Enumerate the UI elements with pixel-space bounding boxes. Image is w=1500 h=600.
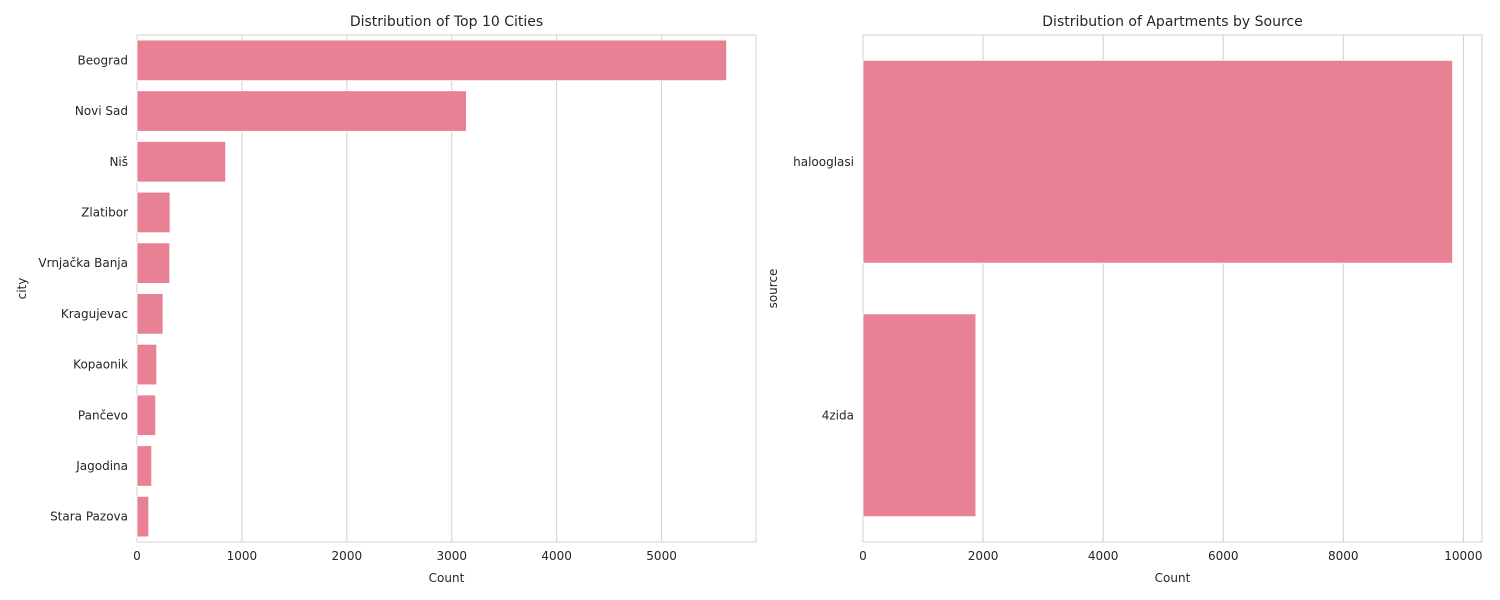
chart-top-cities: Beograd Novi Sad Niš Zlatibor Vrnjačka Banja… — [15, 14, 757, 585]
chart-by-source: halooglasi 4zida 0 2000 4000 6000 8000 10000 D… — [766, 14, 1483, 585]
x-axis-label: Count — [429, 571, 465, 585]
x-axis-label: Count — [1155, 571, 1191, 585]
x-tick-label: 6000 — [1208, 549, 1239, 563]
y-tick-labels: halooglasi 4zida — [793, 155, 854, 423]
bar-halooglasi — [862, 59, 1453, 264]
x-tick-labels: 0 2000 4000 6000 8000 10000 — [859, 549, 1482, 563]
bar-pancevo — [136, 394, 157, 436]
x-tick-label: 10000 — [1444, 549, 1482, 563]
bars — [136, 39, 728, 538]
chart-title: Distribution of Apartments by Source — [1042, 14, 1302, 30]
x-tick-label: 0 — [859, 549, 867, 563]
y-tick-label: 4zida — [822, 408, 854, 422]
bar-novi-sad — [136, 90, 467, 132]
bar-vrnjacka-banja — [136, 242, 171, 284]
bar-kragujevac — [136, 293, 164, 335]
y-tick-labels: Beograd Novi Sad Niš Zlatibor Vrnjačka Banja… — [38, 53, 128, 523]
bar-jagodina — [136, 445, 153, 487]
x-tick-label: 4000 — [541, 549, 572, 563]
bar-stara-pazova — [136, 495, 150, 538]
bar-kopaonik — [136, 343, 158, 386]
y-tick-label: halooglasi — [793, 155, 854, 169]
x-tick-label: 8000 — [1328, 549, 1359, 563]
x-tick-label: 1000 — [227, 549, 258, 563]
y-tick-label: Kopaonik — [73, 358, 128, 372]
chart-title: Distribution of Top 10 Cities — [350, 14, 543, 30]
bar-beograd — [136, 39, 728, 82]
y-tick-label: Novi Sad — [75, 104, 128, 118]
bars — [862, 59, 1453, 518]
x-tick-label: 2000 — [332, 549, 363, 563]
x-tick-label: 2000 — [968, 549, 999, 563]
x-tick-label: 5000 — [646, 549, 677, 563]
x-tick-label: 3000 — [436, 549, 467, 563]
y-axis-label: city — [15, 278, 29, 300]
bar-zlatibor — [136, 191, 171, 234]
y-tick-label: Zlatibor — [81, 205, 128, 219]
y-tick-label: Jagodina — [75, 459, 128, 473]
bar-4zida — [862, 313, 977, 518]
x-tick-labels: 0 1000 2000 3000 4000 5000 — [133, 549, 677, 563]
y-tick-label: Pančevo — [78, 408, 128, 422]
y-tick-label: Stara Pazova — [50, 510, 128, 524]
y-tick-label: Beograd — [78, 53, 128, 67]
x-tick-label: 0 — [133, 549, 141, 563]
y-axis-label: source — [766, 269, 780, 309]
y-tick-label: Niš — [109, 155, 128, 169]
y-tick-label: Kragujevac — [61, 307, 128, 321]
y-tick-label: Vrnjačka Banja — [38, 256, 128, 270]
bar-nis — [136, 141, 227, 183]
x-tick-label: 4000 — [1088, 549, 1119, 563]
